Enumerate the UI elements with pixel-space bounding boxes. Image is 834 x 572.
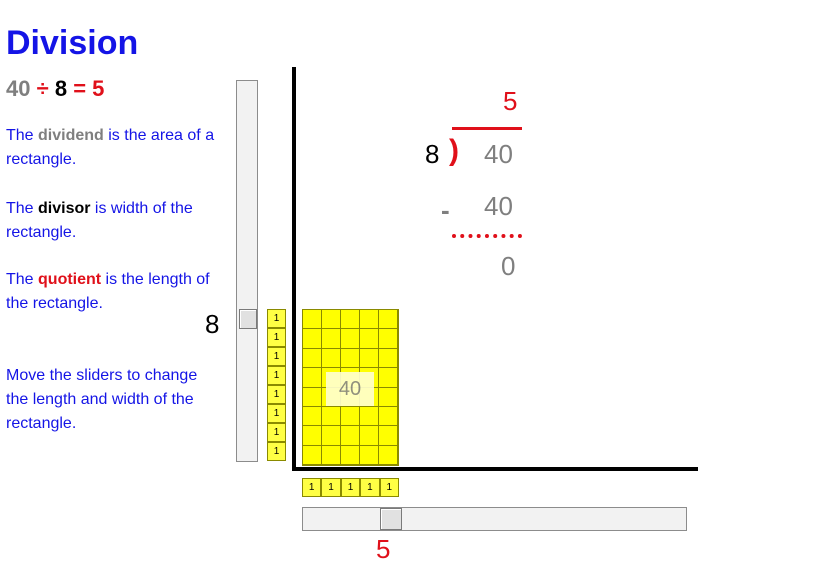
area-label: 40 (326, 372, 374, 406)
long-division-dividend: 40 (484, 139, 513, 169)
dividend-term: dividend (38, 127, 104, 144)
page-title: Division (6, 24, 139, 62)
unit-block: 1 (267, 328, 286, 347)
quotient-term: quotient (38, 271, 102, 288)
quotient-explanation: The quotient is the length of the rectan… (6, 271, 210, 312)
unit-block: 1 (267, 385, 286, 404)
area-rectangle (302, 309, 399, 466)
grid-cell (322, 406, 341, 427)
grid-cell (360, 348, 379, 369)
horizontal-axis (292, 467, 698, 471)
grid-cell (322, 445, 341, 465)
grid-cell (303, 348, 322, 369)
grid-cell (379, 329, 398, 349)
grid-cell (341, 348, 360, 369)
grid-cell (322, 348, 341, 369)
equation-divisor: 8 (54, 76, 68, 101)
equation-dividend: 40 (6, 76, 31, 101)
grid-cell (379, 406, 398, 427)
length-slider-thumb[interactable] (380, 508, 402, 530)
grid-cell (360, 387, 379, 407)
long-division-remainder: 0 (501, 251, 516, 281)
unit-block: 1 (302, 478, 322, 497)
unit-block: 1 (379, 478, 399, 497)
division-bar (452, 127, 522, 130)
divisor-explanation: The divisor is width of the rectangle. (6, 200, 193, 241)
unit-column: 1 1 1 1 1 1 1 1 (267, 309, 286, 461)
grid-cell (322, 329, 341, 349)
division-equation: 40 ÷ 8 = 5 (6, 76, 104, 102)
grid-cell (303, 387, 322, 407)
grid-cell (341, 426, 360, 446)
unit-block: 1 (321, 478, 341, 497)
unit-block: 1 (267, 442, 286, 461)
long-division-subtrahend: 40 (484, 191, 513, 221)
grid-cell (322, 310, 341, 330)
grid-cell (360, 406, 379, 427)
unit-block: 1 (360, 478, 380, 497)
equation-equals-sign: = (73, 76, 87, 101)
grid-cell (341, 329, 360, 349)
divisor-term: divisor (38, 200, 91, 217)
unit-block: 1 (267, 423, 286, 442)
dividend-explanation: The dividend is the area of a rectangle. (6, 127, 215, 168)
grid-cell (303, 310, 322, 330)
unit-block: 1 (267, 309, 286, 328)
grid-cell (379, 368, 398, 388)
length-slider-value: 5 (376, 534, 391, 564)
equation-quotient: 5 (92, 76, 105, 101)
grid-cell (341, 445, 360, 465)
grid-cell (379, 310, 398, 330)
equation-divide-sign: ÷ (36, 76, 49, 101)
grid-cell (341, 310, 360, 330)
grid-cell (303, 445, 322, 465)
grid-cell (322, 426, 341, 446)
vertical-axis (292, 67, 296, 471)
width-slider-thumb[interactable] (239, 309, 257, 329)
grid-cell (341, 406, 360, 427)
grid-cell (303, 426, 322, 446)
grid-cell (360, 426, 379, 446)
width-slider-value: 8 (205, 309, 220, 339)
unit-block: 1 (340, 478, 361, 497)
minus-sign: - (441, 195, 450, 225)
division-bracket: ) (449, 134, 459, 167)
grid-cell (360, 329, 379, 349)
grid-cell (379, 445, 398, 465)
unit-row: 1 1 1 1 1 (302, 478, 399, 497)
subtraction-line (452, 234, 522, 238)
long-division-quotient: 5 (503, 86, 518, 116)
width-slider-track[interactable] (236, 80, 258, 462)
unit-block: 1 (267, 366, 286, 385)
grid-cell (379, 426, 398, 446)
grid-cell (303, 368, 322, 388)
unit-block: 1 (267, 347, 286, 366)
grid-cell (379, 348, 398, 369)
grid-cell (379, 387, 398, 407)
long-division-divisor: 8 (425, 139, 440, 169)
grid-cell (303, 406, 322, 427)
unit-block: 1 (267, 404, 286, 423)
grid-cell (360, 445, 379, 465)
slider-instructions: Move the sliders to change the length an… (6, 367, 198, 432)
grid-cell (303, 329, 322, 349)
length-slider-track[interactable] (302, 507, 687, 531)
grid-cell (360, 310, 379, 330)
